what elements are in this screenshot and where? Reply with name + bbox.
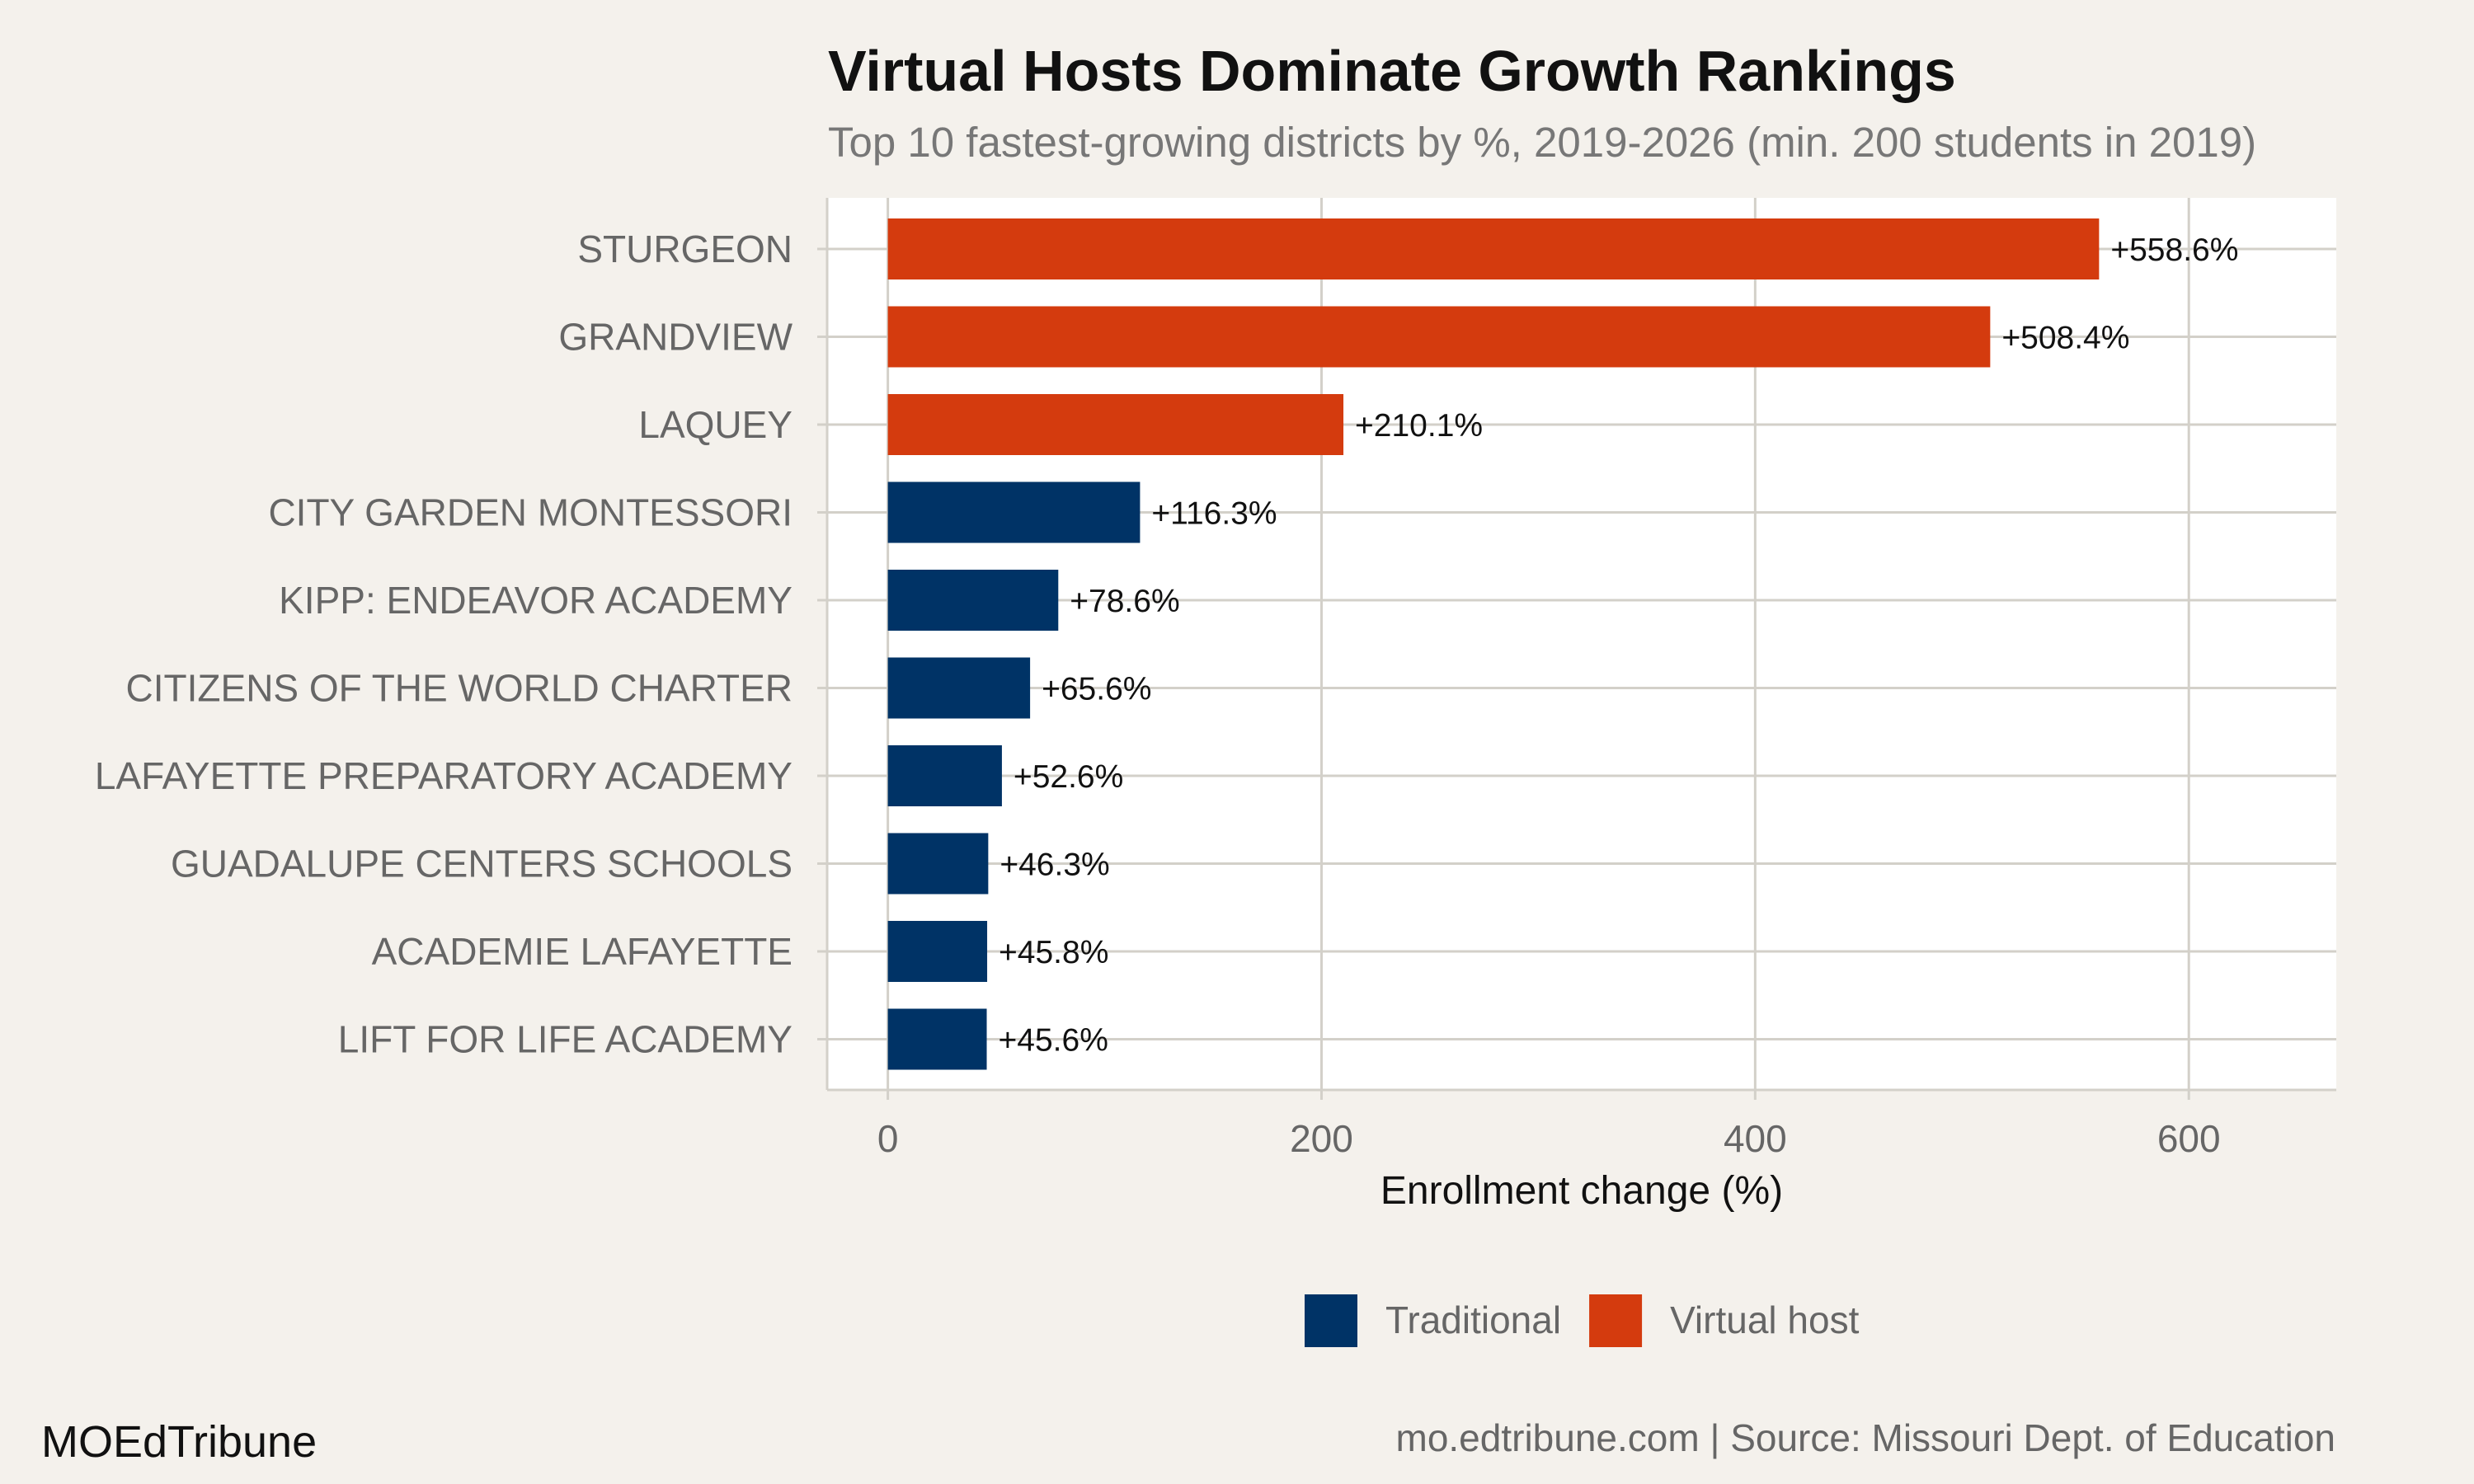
bar [887,481,1141,543]
bar [887,306,1991,368]
bar [887,218,2100,279]
bar [887,570,1059,631]
data-label: +210.1% [1355,408,1483,444]
data-label: +45.6% [999,1023,1108,1059]
x-tick-label: 600 [2157,1117,2221,1160]
category-label: CITY GARDEN MONTESSORI [268,491,793,534]
data-label: +558.6% [2110,232,2238,268]
data-label: +78.6% [1070,584,1179,619]
legend: Traditional Virtual host [1305,1294,1860,1347]
chart-title: Virtual Hosts Dominate Growth Rankings [828,39,1956,103]
category-label: STURGEON [577,228,793,270]
x-tick-label: 200 [1290,1117,1353,1160]
bar [887,833,989,895]
category-label: LAQUEY [638,403,793,446]
data-label: +508.4% [2001,321,2129,356]
category-label: GRANDVIEW [558,316,793,359]
category-label: GUADALUPE CENTERS SCHOOLS [171,843,793,885]
category-label: ACADEMIE LAFAYETTE [372,930,793,973]
data-label: +46.3% [999,848,1109,883]
brand-name: MOEdTribune [41,1417,317,1467]
legend-swatch [1305,1294,1357,1347]
x-axis-title: Enrollment change (%) [1380,1169,1783,1213]
category-label: KIPP: ENDEAVOR ACADEMY [279,579,793,622]
bar [887,745,1002,806]
legend-label: Traditional [1385,1298,1561,1341]
legend-swatch [1589,1294,1643,1347]
bar [887,394,1344,455]
category-label: CITIZENS OF THE WORLD CHARTER [126,667,793,710]
bars [887,218,2100,1070]
data-label: +45.8% [999,935,1108,970]
x-axis: 0 200 400 600 [817,198,2336,1160]
chart-subtitle: Top 10 fastest-growing districts by %, 2… [828,119,2256,166]
data-label: +116.3% [1151,496,1277,532]
data-label: +52.6% [1014,759,1123,795]
data-labels: +558.6% +508.4% +210.1% +116.3% +78.6% +65.6%… [999,232,2239,1059]
source-credit: mo.edtribune.com | Source: Missouri Dept… [1396,1416,2336,1459]
legend-label: Virtual host [1670,1298,1860,1341]
bar [887,657,1031,719]
x-tick-label: 0 [877,1117,899,1160]
category-label: LIFT FOR LIFE ACADEMY [338,1018,793,1061]
bar [887,921,988,982]
x-tick-label: 400 [1724,1117,1787,1160]
category-label: LAFAYETTE PREPARATORY ACADEMY [95,754,793,797]
data-label: +65.6% [1042,672,1151,707]
category-labels: STURGEON GRANDVIEW LAQUEY CITY GARDEN MONTE… [95,228,793,1061]
bar [887,1008,987,1070]
